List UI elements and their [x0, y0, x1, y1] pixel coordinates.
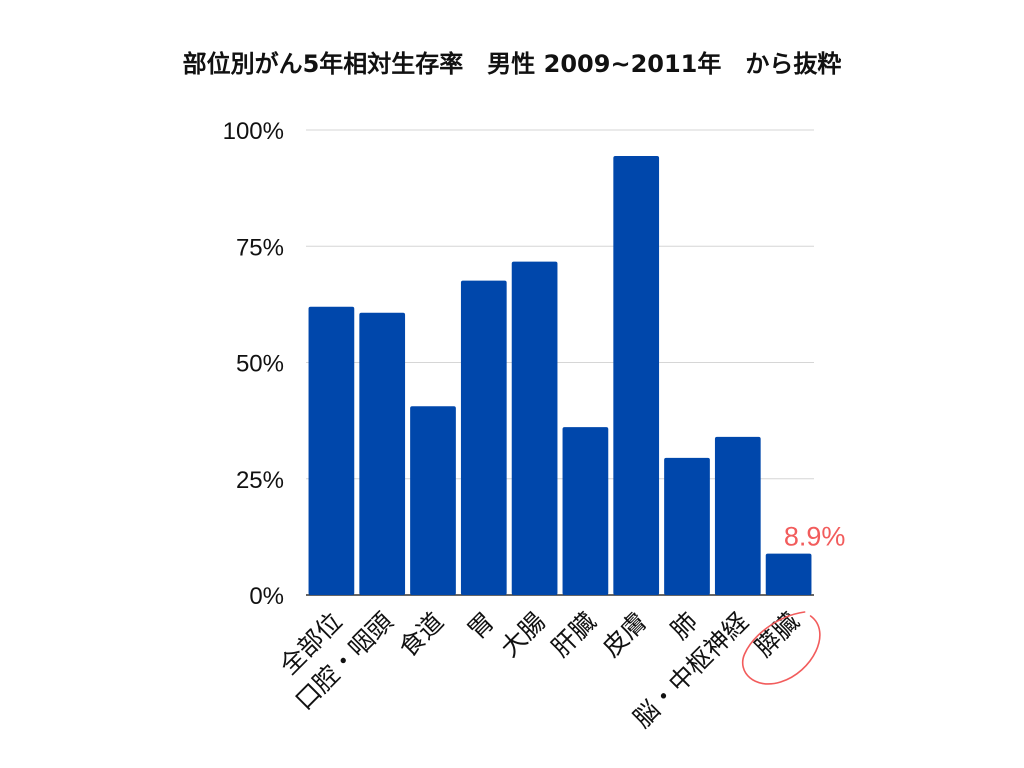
y-tick-label: 100%: [223, 118, 284, 145]
highlight-circle: [742, 611, 821, 685]
y-tick-label: 25%: [236, 467, 284, 494]
y-tick-label: 50%: [236, 351, 284, 378]
highlight-annotation: 8.9%: [742, 522, 846, 685]
chart-title: 部位別がん5年相対生存率 男性 2009~2011年 から抜粋: [183, 50, 842, 78]
highlight-value-label: 8.9%: [784, 522, 846, 552]
bar-7: [664, 457, 710, 595]
x-tick-label: 胃: [462, 607, 500, 645]
x-tick-label: 食道: [393, 607, 449, 663]
bar-8: [714, 436, 761, 595]
x-tick-label: 肝臓: [546, 607, 602, 663]
bar-5: [562, 427, 609, 595]
bar-0: [308, 306, 355, 595]
y-tick-label: 0%: [249, 583, 284, 610]
bar-9: [765, 553, 812, 595]
x-tick-label: 肺: [665, 607, 703, 645]
bar-6: [613, 156, 660, 596]
x-tick-label: 膵臓: [749, 607, 805, 663]
bar-3: [460, 280, 507, 595]
x-tick-label: 大腸: [495, 607, 551, 663]
y-axis-tick-labels: 0% 25% 50% 75% 100%: [223, 118, 284, 610]
bars: [308, 156, 812, 596]
bar-2: [410, 406, 456, 595]
bar-1: [359, 312, 406, 595]
x-tick-label: 皮膚: [597, 607, 653, 663]
y-tick-label: 75%: [236, 234, 284, 261]
bar-4: [511, 261, 558, 595]
